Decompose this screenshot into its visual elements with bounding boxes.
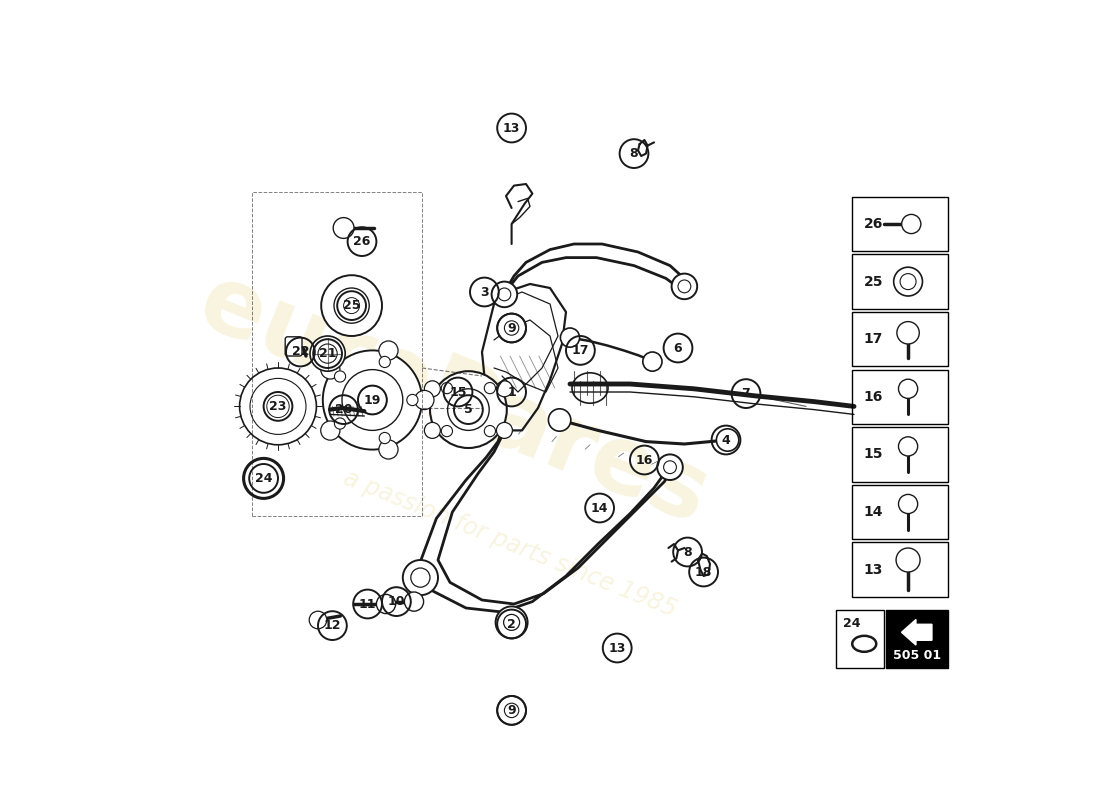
Text: 26: 26 <box>864 217 883 231</box>
Text: 5: 5 <box>464 403 473 416</box>
Text: 505 01: 505 01 <box>893 649 942 662</box>
Text: 25: 25 <box>343 299 361 312</box>
Bar <box>886 610 948 668</box>
Circle shape <box>379 433 390 444</box>
Text: 19: 19 <box>364 394 381 406</box>
Circle shape <box>560 328 580 347</box>
Circle shape <box>407 394 418 406</box>
Text: 16: 16 <box>864 390 883 404</box>
Text: 18: 18 <box>695 566 713 578</box>
Text: 13: 13 <box>864 562 883 577</box>
Circle shape <box>378 341 398 360</box>
Bar <box>852 542 948 597</box>
Text: 14: 14 <box>864 505 883 519</box>
Circle shape <box>441 382 452 394</box>
Circle shape <box>379 356 390 367</box>
Circle shape <box>309 611 327 629</box>
Text: 8: 8 <box>629 147 638 160</box>
Bar <box>852 254 948 309</box>
Circle shape <box>334 371 345 382</box>
Text: 24: 24 <box>843 617 860 630</box>
Bar <box>836 610 884 668</box>
Text: 11: 11 <box>359 598 376 610</box>
Circle shape <box>484 426 495 437</box>
Circle shape <box>310 336 345 371</box>
Circle shape <box>321 360 340 379</box>
Text: 3: 3 <box>480 286 488 298</box>
Text: 1: 1 <box>507 386 516 398</box>
Circle shape <box>492 282 517 307</box>
Circle shape <box>896 548 920 572</box>
Text: 9: 9 <box>507 704 516 717</box>
Circle shape <box>496 422 513 438</box>
Text: 21: 21 <box>319 347 337 360</box>
Circle shape <box>425 422 440 438</box>
Circle shape <box>893 267 923 296</box>
Circle shape <box>899 379 917 398</box>
Circle shape <box>484 382 495 394</box>
Circle shape <box>441 426 452 437</box>
Circle shape <box>376 594 396 614</box>
Text: 20: 20 <box>334 403 352 416</box>
Text: 6: 6 <box>673 342 682 354</box>
Text: euroPares: euroPares <box>186 256 722 544</box>
FancyArrow shape <box>902 619 932 645</box>
Text: 22: 22 <box>292 346 309 358</box>
Circle shape <box>415 390 434 410</box>
Bar <box>852 485 948 539</box>
Bar <box>852 427 948 482</box>
Text: 17: 17 <box>572 344 590 357</box>
Text: 4: 4 <box>722 434 730 446</box>
Circle shape <box>240 368 317 445</box>
Text: 25: 25 <box>864 274 883 289</box>
Circle shape <box>899 437 917 456</box>
Circle shape <box>497 696 526 725</box>
Circle shape <box>333 218 354 238</box>
Circle shape <box>899 494 917 514</box>
Bar <box>852 370 948 424</box>
Circle shape <box>497 314 526 342</box>
Bar <box>852 197 948 251</box>
Text: 7: 7 <box>741 387 750 400</box>
Circle shape <box>321 421 340 440</box>
Circle shape <box>716 429 739 451</box>
Text: 15: 15 <box>449 386 466 398</box>
Text: 13: 13 <box>608 642 626 654</box>
Circle shape <box>334 418 345 429</box>
FancyBboxPatch shape <box>285 337 303 356</box>
Circle shape <box>549 409 571 431</box>
Circle shape <box>430 371 507 448</box>
Text: 26: 26 <box>353 235 371 248</box>
Bar <box>852 312 948 366</box>
Text: 16: 16 <box>636 454 653 466</box>
Text: 8: 8 <box>683 546 692 558</box>
Circle shape <box>321 275 382 336</box>
Text: 24: 24 <box>255 472 273 485</box>
Circle shape <box>405 592 424 611</box>
Text: 14: 14 <box>591 502 608 514</box>
Circle shape <box>896 322 920 344</box>
Text: 17: 17 <box>864 332 883 346</box>
Circle shape <box>657 454 683 480</box>
Circle shape <box>403 560 438 595</box>
Text: 23: 23 <box>270 400 287 413</box>
Text: 9: 9 <box>507 322 516 334</box>
Circle shape <box>496 381 513 397</box>
Circle shape <box>378 440 398 459</box>
Text: 2: 2 <box>507 618 516 630</box>
Circle shape <box>642 352 662 371</box>
Text: 15: 15 <box>864 447 883 462</box>
Text: 10: 10 <box>387 595 405 608</box>
Circle shape <box>672 274 697 299</box>
Circle shape <box>322 350 422 450</box>
Text: 12: 12 <box>323 619 341 632</box>
Circle shape <box>425 381 440 397</box>
Circle shape <box>902 214 921 234</box>
Text: a passion for parts since 1985: a passion for parts since 1985 <box>340 466 680 622</box>
Text: 13: 13 <box>503 122 520 134</box>
Circle shape <box>496 606 528 638</box>
